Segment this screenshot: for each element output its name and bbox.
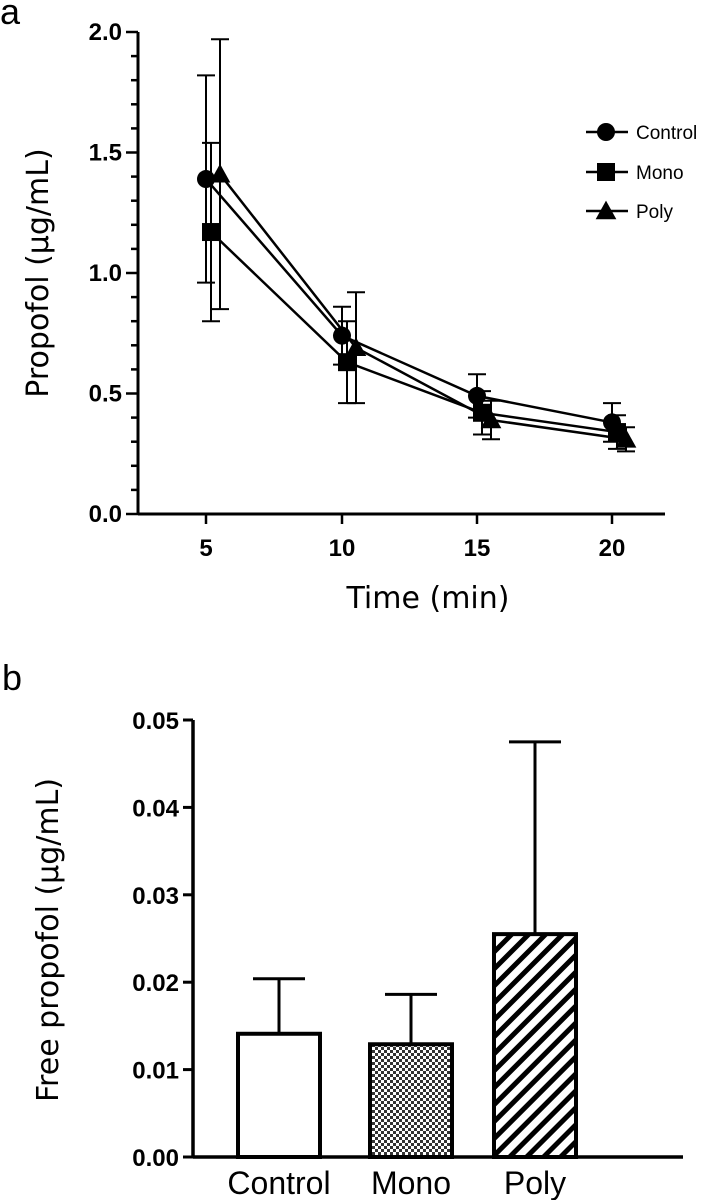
panel-a-y-tick-label: 0.5 [89,381,122,408]
panel-b-y-tick-label: 0.03 [132,883,179,910]
panel-a-y-tick-label: 0.0 [89,501,122,528]
panel-b-x-axis: Control Mono Poly [193,1155,683,1200]
legend-item-poly: Poly [586,200,673,223]
bar-group-control [236,977,322,1159]
legend-marker-triangle [595,200,617,220]
series-control [197,74,621,443]
bar-control [236,1031,322,1159]
panel-a-x-axis: 5 10 15 20 [138,512,665,562]
panel-a-letter: a [0,0,21,32]
legend-marker-square [597,163,615,181]
panel-b-letter: b [2,657,22,698]
bar-group-mono [368,992,454,1160]
panel-b-y-tick-label: 0.05 [132,708,179,735]
panel-b-category-label: Mono [371,1165,451,1200]
series-control-line [205,178,613,424]
legend-label: Control [636,123,697,144]
panel-a-x-tick-label: 15 [464,535,491,562]
legend-item-control: Control [586,123,697,144]
panel-a-plot-area [197,38,637,453]
panel-a-x-tick-label: 10 [329,535,356,562]
legend-label: Mono [636,163,684,184]
data-point-control [468,386,486,405]
legend-label: Poly [636,202,673,223]
panel-b-plot-area [236,740,578,1160]
panel-b-y-title: Free propofol (μg/mL) [31,778,66,1102]
panel-a-line-chart: a 0.0 0.5 1.0 1.5 2.0 5 10 15 20 Propofol (μg/m… [0,0,697,616]
bar-poly [492,932,578,1159]
series-mono-line [210,231,618,434]
panel-b-y-tick-label: 0.01 [132,1058,179,1085]
data-point-poly [615,428,637,448]
panel-a-x-tick-label: 20 [599,535,626,562]
panel-a-y-tick-label: 2.0 [89,19,122,46]
data-point-poly [345,337,367,356]
panel-a-y-axis: 0.0 0.5 1.0 1.5 2.0 [89,19,140,528]
panel-a-x-title: Time (min) [346,581,510,616]
data-point-mono [202,223,220,242]
panel-a-y-title: Propofol (μg/mL) [21,148,56,397]
panel-a-x-tick-label: 5 [199,535,212,562]
data-point-poly [209,163,231,183]
panel-b-y-axis: 0.00 0.01 0.02 0.03 0.04 0.05 [132,708,195,1172]
series-poly [209,38,637,453]
panel-b-category-label: Control [227,1165,330,1200]
panel-b-category-label: Poly [504,1165,566,1200]
panel-b-y-tick-label: 0.04 [132,795,179,822]
data-point-poly [480,409,502,429]
series-poly-line [219,173,627,441]
panel-b-y-tick-label: 0.00 [132,1145,179,1172]
panel-b-bar-chart: b 0.00 0.01 0.02 0.03 0.04 0.05 Control Mono Po… [2,657,683,1200]
legend-marker-circle [597,123,615,141]
bar-group-poly [492,740,578,1159]
series-mono [202,141,626,450]
panel-a-y-tick-label: 1.5 [89,140,122,167]
bar-mono [368,1042,454,1160]
data-point-mono [338,353,356,372]
panel-a-y-tick-label: 1.0 [89,260,122,287]
panel-a-legend: Control Mono Poly [586,123,697,223]
panel-b-y-tick-label: 0.02 [132,970,179,997]
legend-item-mono: Mono [586,163,684,184]
